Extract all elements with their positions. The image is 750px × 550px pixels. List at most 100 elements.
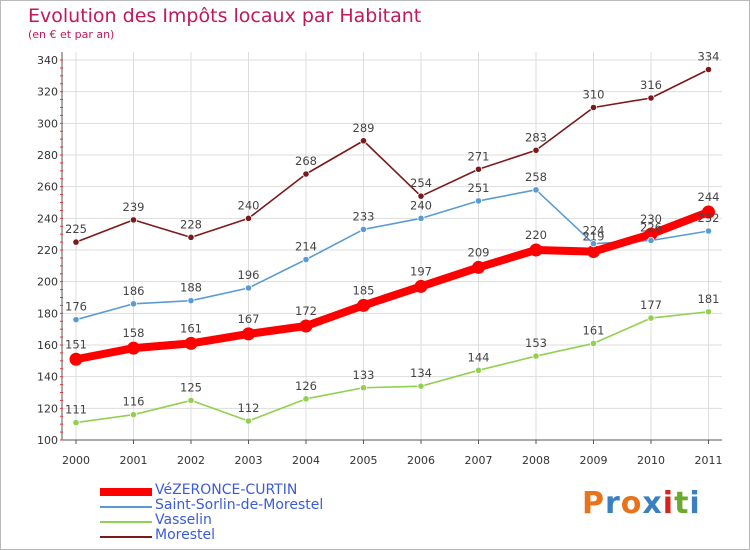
legend-item: VéZERONCE-CURTIN xyxy=(100,482,420,499)
legend-swatch xyxy=(100,488,152,496)
logo-letter: t xyxy=(674,486,690,521)
chart-title: Evolution des Impôts locaux par Habitant xyxy=(28,5,422,27)
data-point xyxy=(302,170,310,178)
data-point xyxy=(532,186,540,194)
y-tick-label: 160 xyxy=(37,339,58,352)
data-point xyxy=(704,308,713,316)
data-label: 167 xyxy=(238,312,260,326)
x-tick-label: 2009 xyxy=(580,454,608,467)
data-label: 188 xyxy=(180,281,202,295)
data-label: 196 xyxy=(238,268,260,282)
x-tick-label: 2000 xyxy=(62,454,90,467)
data-point xyxy=(474,366,483,374)
data-label: 186 xyxy=(123,284,145,298)
data-point xyxy=(587,245,600,259)
y-tick-label: 320 xyxy=(37,86,58,99)
proxiti-logo: Proxiti xyxy=(582,486,701,521)
data-label: 219 xyxy=(583,230,605,244)
data-point xyxy=(589,103,598,112)
x-tick-label: 2008 xyxy=(522,454,550,467)
data-point xyxy=(357,298,370,312)
data-label: 214 xyxy=(295,240,317,254)
data-label: 254 xyxy=(410,176,432,190)
data-point xyxy=(704,65,713,74)
data-label: 224 xyxy=(583,224,605,238)
legend-item: Vasselin xyxy=(100,512,420,529)
data-label: 116 xyxy=(123,395,145,409)
data-point xyxy=(472,260,485,274)
data-label: 111 xyxy=(65,403,87,417)
data-label: 220 xyxy=(525,228,547,242)
data-label: 144 xyxy=(468,350,490,364)
data-point xyxy=(529,243,543,257)
data-label: 316 xyxy=(640,78,662,92)
line-chart: 100 120 140 160 180 200 220 240 260 280 300 320 340 2… xyxy=(37,50,723,468)
data-label: 172 xyxy=(295,304,317,318)
data-point xyxy=(299,319,313,333)
data-point xyxy=(532,352,540,360)
data-point xyxy=(302,255,310,264)
x-tick-label: 2010 xyxy=(637,454,665,467)
data-point xyxy=(414,279,428,293)
y-tick-label: 220 xyxy=(37,244,58,257)
series-line xyxy=(75,310,710,424)
y-tick-label: 200 xyxy=(37,276,58,289)
logo-letter: o xyxy=(620,486,643,521)
data-point xyxy=(359,225,368,234)
legend-item: Saint-Sorlin-de-Morestel xyxy=(100,497,420,514)
y-tick-label: 340 xyxy=(37,54,58,67)
data-point xyxy=(244,417,253,425)
data-label: 209 xyxy=(468,245,490,259)
logo-letter: i xyxy=(689,486,701,521)
y-tick-label: 260 xyxy=(37,181,58,194)
y-tick-label: 120 xyxy=(37,402,58,415)
data-label: 112 xyxy=(238,401,260,415)
y-tick-label: 140 xyxy=(37,371,58,384)
data-point xyxy=(244,284,253,292)
x-tick-label: 2007 xyxy=(465,454,493,467)
data-label: 125 xyxy=(180,380,202,394)
data-point xyxy=(187,233,195,241)
data-label: 225 xyxy=(65,222,87,236)
data-point xyxy=(647,94,655,102)
data-label: 151 xyxy=(65,337,87,351)
data-point xyxy=(127,341,140,355)
data-point xyxy=(647,236,655,245)
data-point xyxy=(532,146,540,154)
data-point xyxy=(644,227,658,241)
data-point xyxy=(129,300,138,308)
data-label: 126 xyxy=(295,379,317,393)
data-label: 134 xyxy=(410,366,432,380)
data-label: 181 xyxy=(698,292,720,306)
data-label: 161 xyxy=(583,323,605,337)
data-label: 161 xyxy=(180,321,202,335)
data-point xyxy=(72,418,80,427)
data-point xyxy=(704,227,713,235)
data-label: 153 xyxy=(525,336,547,350)
data-label: 185 xyxy=(353,283,375,297)
series-line xyxy=(75,189,710,321)
chart-subtitle: (en € et par an) xyxy=(28,28,115,41)
logo-letter: x xyxy=(642,486,663,521)
series-line xyxy=(75,68,710,243)
data-label: 240 xyxy=(238,198,260,212)
data-label: 258 xyxy=(525,170,547,184)
series-line xyxy=(72,208,713,364)
data-point xyxy=(589,339,598,348)
data-label: 233 xyxy=(353,209,375,223)
data-label: 158 xyxy=(123,326,145,340)
data-label: 226 xyxy=(640,221,662,235)
y-tick-label: 280 xyxy=(37,149,58,162)
data-point xyxy=(187,297,195,305)
data-point xyxy=(72,238,80,246)
data-point xyxy=(302,395,310,403)
x-tick-label: 2002 xyxy=(177,454,205,467)
x-tick-label: 2005 xyxy=(350,454,378,467)
legend-label: VéZERONCE-CURTIN xyxy=(155,482,298,498)
data-label: 244 xyxy=(698,190,720,204)
data-point xyxy=(417,382,425,390)
data-point xyxy=(244,214,253,222)
data-label: 251 xyxy=(468,181,490,195)
x-tick-label: 2011 xyxy=(695,454,723,467)
data-point xyxy=(242,327,255,341)
